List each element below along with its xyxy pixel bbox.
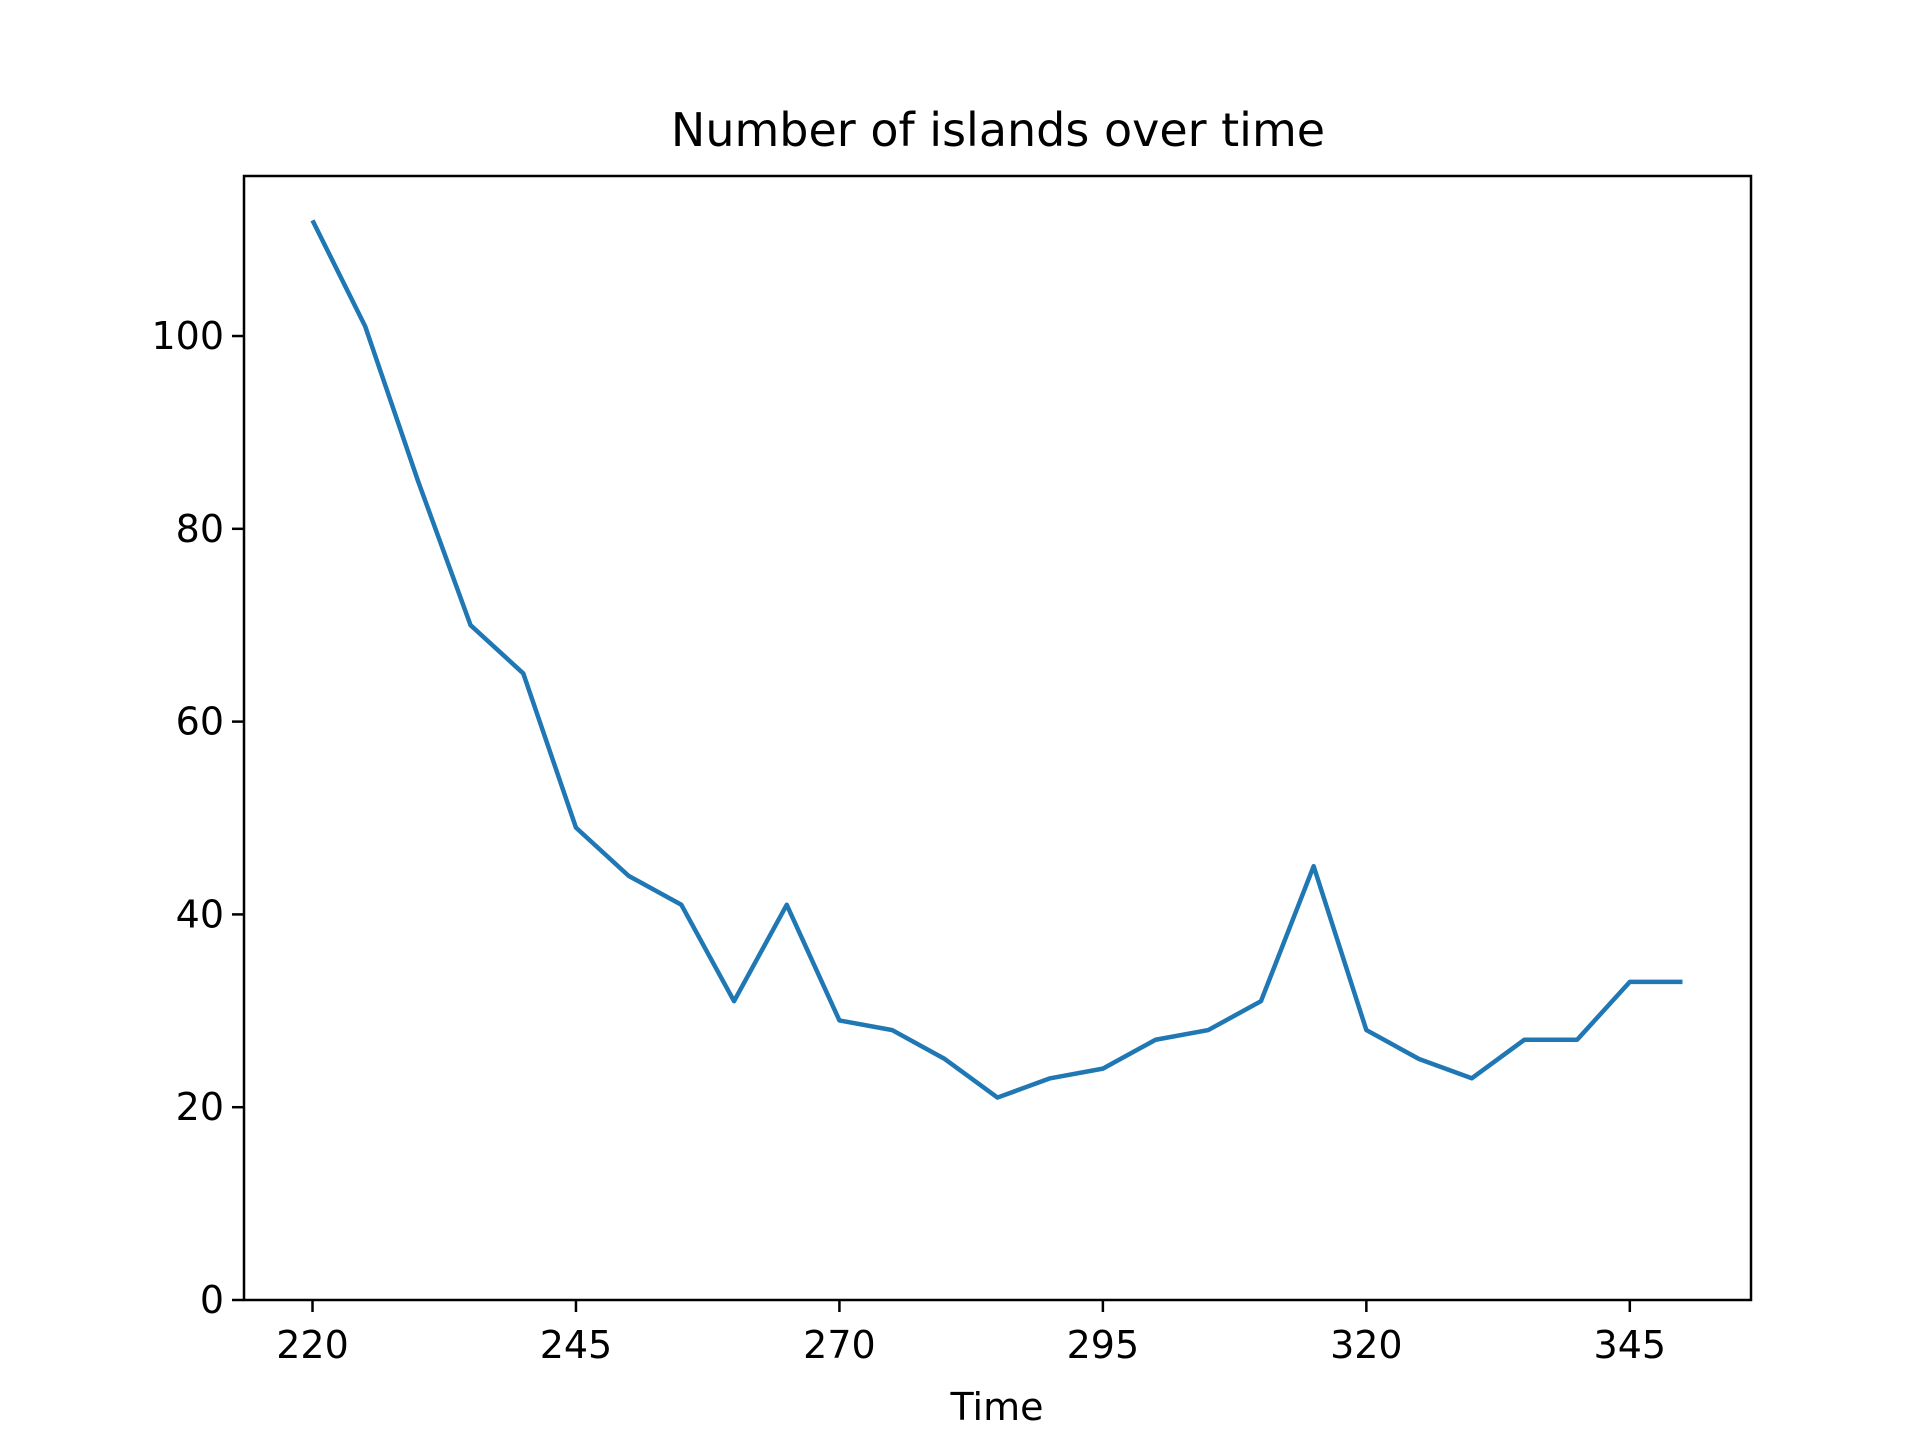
x-tick-label: 245 (540, 1323, 613, 1367)
series-line (310, 219, 1683, 1100)
y-tick-label: 20 (176, 1085, 224, 1129)
x-tick-label: 320 (1330, 1323, 1403, 1367)
y-tick-label: 60 (176, 700, 224, 744)
y-tick-label: 80 (176, 507, 224, 551)
series-layer (310, 219, 1683, 1100)
y-tick-label: 100 (151, 314, 224, 358)
x-axis-ticks: 220 245 270 295 320 345 (276, 1300, 1666, 1367)
x-tick-label: 270 (803, 1323, 876, 1367)
plot-area-frame (242, 174, 1753, 1302)
chart-title: Number of islands over time (671, 103, 1325, 157)
y-tick-label: 0 (200, 1278, 224, 1322)
y-tick-label: 40 (176, 892, 224, 936)
x-tick-label: 220 (276, 1323, 349, 1367)
x-tick-label: 295 (1067, 1323, 1140, 1367)
y-axis-ticks: 0 20 40 60 80 100 (151, 314, 244, 1322)
x-axis-label: Time (950, 1385, 1044, 1429)
x-tick-label: 345 (1594, 1323, 1667, 1367)
